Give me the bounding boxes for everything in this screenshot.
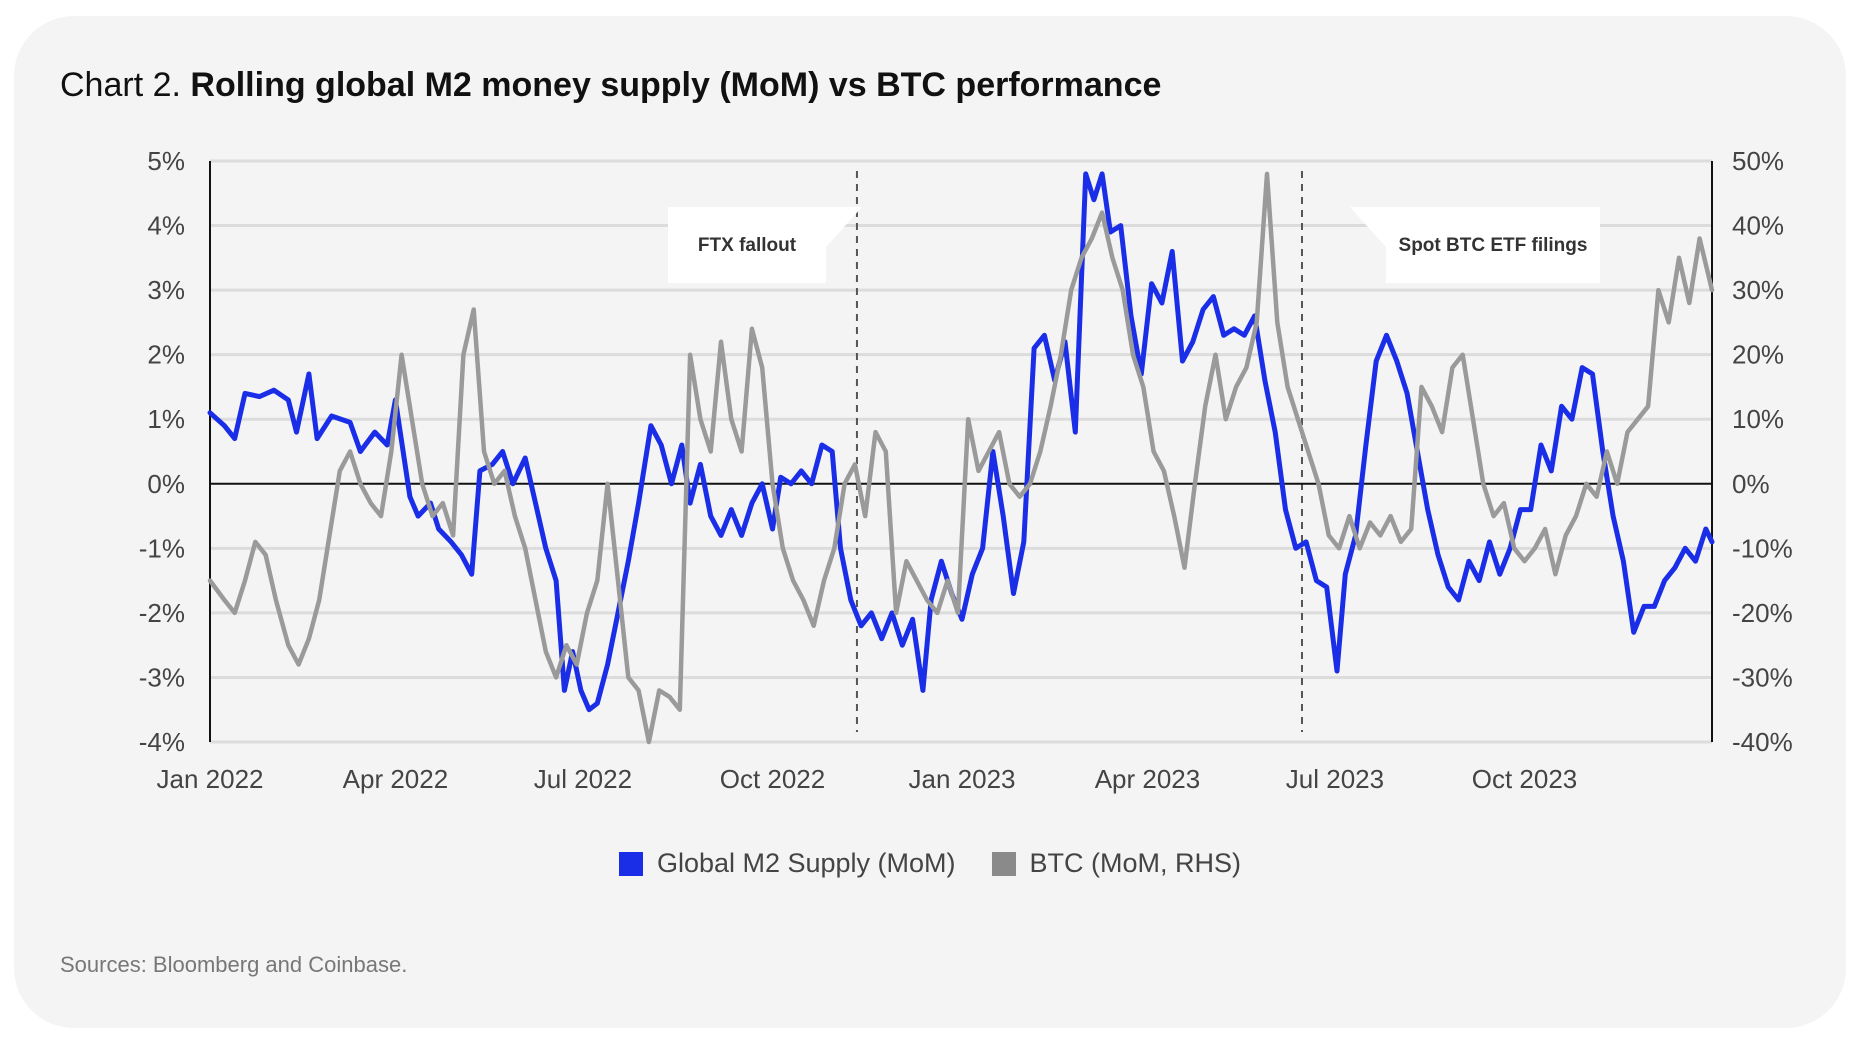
legend-swatch-btc (991, 851, 1016, 876)
series-layer (207, 171, 1715, 745)
annotation-lines (855, 171, 1303, 732)
annotation-label: FTX fallout (698, 235, 797, 256)
x-tick-label: Jul 2023 (1286, 764, 1384, 794)
legend-item-btc: BTC (MoM, RHS) (991, 848, 1242, 879)
source-note: Sources: Bloomberg and Coinbase. (60, 952, 408, 977)
legend-item-m2: Global M2 Supply (MoM) (618, 848, 956, 879)
y-left-tick-label: 3% (147, 275, 185, 305)
legend: Global M2 Supply (MoM) BTC (MoM, RHS) (0, 848, 1860, 879)
y-right-tick-label: -30% (1732, 662, 1793, 692)
y-right-tick-label: -40% (1732, 727, 1793, 757)
legend-label-m2: Global M2 Supply (MoM) (656, 848, 956, 878)
y-right-tick-label: 50% (1732, 146, 1784, 176)
chart-title: Chart 2. Rolling global M2 money supply … (60, 66, 1161, 105)
x-tick-label: Jan 2022 (157, 764, 264, 794)
annotation-box (1350, 207, 1600, 283)
y-left-tick-label: -1% (139, 533, 185, 563)
y-right-tick-label: 30% (1732, 275, 1784, 305)
x-tick-label: Oct 2022 (720, 764, 826, 794)
annotation-label: Spot BTC ETF filings (1399, 235, 1588, 256)
chart-title-prefix: Chart 2. (60, 66, 181, 104)
x-tick-label: Apr 2022 (343, 764, 449, 794)
y-left-tick-label: 5% (147, 146, 185, 176)
y-left-tick-label: 0% (147, 469, 185, 499)
y-left-tick-label: 1% (147, 404, 185, 434)
y-right-tick-label: -20% (1732, 598, 1793, 628)
x-tick-label: Oct 2023 (1472, 764, 1578, 794)
y-right-tick-label: 10% (1732, 404, 1784, 434)
axis-layer: 5% 4% 3% 2% 1% 0% -1% -2% -3% -4% 50% 40% 30% 20% 10% 0… (139, 146, 1793, 794)
y-right-tick-label: 40% (1732, 211, 1784, 241)
y-left-tick-label: -3% (139, 662, 185, 692)
y-right-tick-label: 0% (1732, 469, 1770, 499)
y-right-tick-label: 20% (1732, 340, 1784, 370)
y-left-tick-label: -2% (139, 598, 185, 628)
y-right-tick-label: -10% (1732, 533, 1793, 563)
annotation-box (668, 207, 862, 283)
legend-swatch-m2 (618, 851, 643, 876)
x-tick-label: Jul 2022 (534, 764, 632, 794)
y-left-tick-label: -4% (139, 727, 185, 757)
y-left-tick-label: 2% (147, 340, 185, 370)
annotation-boxes: FTX fallout Spot BTC ETF filings (668, 207, 1600, 283)
chart-card (14, 16, 1846, 1028)
x-tick-label: Jan 2023 (909, 764, 1016, 794)
y-left-tick-label: 4% (147, 211, 185, 241)
series-line-m2 (207, 171, 1715, 713)
chart-title-main: Rolling global M2 money supply (MoM) vs … (190, 66, 1162, 104)
x-tick-label: Apr 2023 (1095, 764, 1201, 794)
series-line-btc (207, 171, 1715, 745)
legend-label-btc: BTC (MoM, RHS) (1029, 848, 1242, 878)
